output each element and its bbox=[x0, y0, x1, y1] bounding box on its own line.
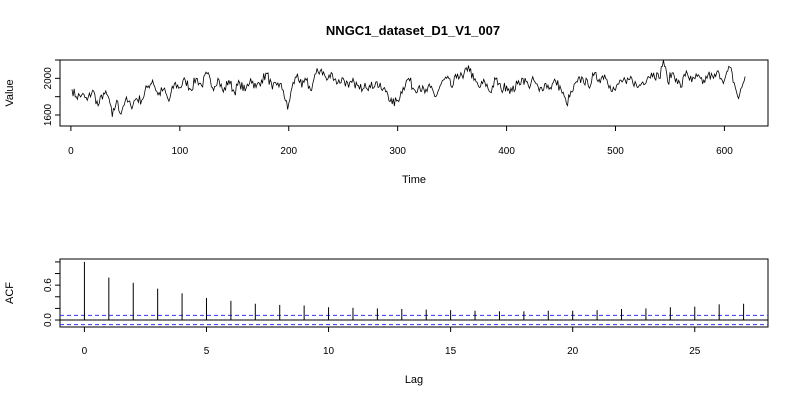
acf-y-axis: 0.0 0.6 bbox=[43, 261, 61, 327]
time-series-panel: Time Value 0 100 200 300 400 500 600 1600 2000 bbox=[4, 59, 769, 186]
x-tick-label: 10 bbox=[323, 346, 335, 357]
x-tick-label: 15 bbox=[445, 346, 457, 357]
time-series-y-label: Value bbox=[4, 79, 16, 106]
chart-title: NNGC1_dataset_D1_V1_007 bbox=[326, 23, 500, 38]
x-tick-label: 100 bbox=[171, 146, 188, 157]
y-tick-label: 2000 bbox=[43, 67, 54, 90]
acf-x-axis: 0 5 10 15 20 25 bbox=[82, 326, 701, 357]
x-tick-label: 500 bbox=[607, 146, 624, 157]
acf-bars bbox=[60, 261, 768, 326]
x-tick-label: 25 bbox=[689, 346, 701, 357]
x-tick-label: 0 bbox=[68, 146, 74, 157]
x-tick-label: 20 bbox=[567, 346, 579, 357]
time-series-y-axis: 1600 2000 bbox=[43, 59, 61, 126]
time-series-line bbox=[71, 59, 746, 117]
acf-y-label: ACF bbox=[4, 282, 16, 304]
y-tick-label: 1600 bbox=[43, 103, 54, 126]
x-tick-label: 0 bbox=[82, 346, 88, 357]
x-tick-label: 5 bbox=[204, 346, 210, 357]
acf-panel: Lag ACF 0 5 10 15 20 25 0.0 0.6 bbox=[4, 258, 769, 386]
x-tick-label: 300 bbox=[389, 146, 406, 157]
acf-plot-frame bbox=[59, 258, 769, 328]
x-tick-label: 200 bbox=[280, 146, 297, 157]
x-tick-label: 400 bbox=[498, 146, 515, 157]
time-series-x-label: Time bbox=[402, 174, 426, 186]
y-tick-label: 0.6 bbox=[43, 278, 54, 292]
y-tick-label: 0.0 bbox=[43, 313, 54, 327]
acf-x-label: Lag bbox=[405, 374, 423, 386]
time-series-series bbox=[71, 59, 746, 117]
time-series-x-axis: 0 100 200 300 400 500 600 bbox=[68, 125, 733, 157]
x-tick-label: 600 bbox=[716, 146, 733, 157]
